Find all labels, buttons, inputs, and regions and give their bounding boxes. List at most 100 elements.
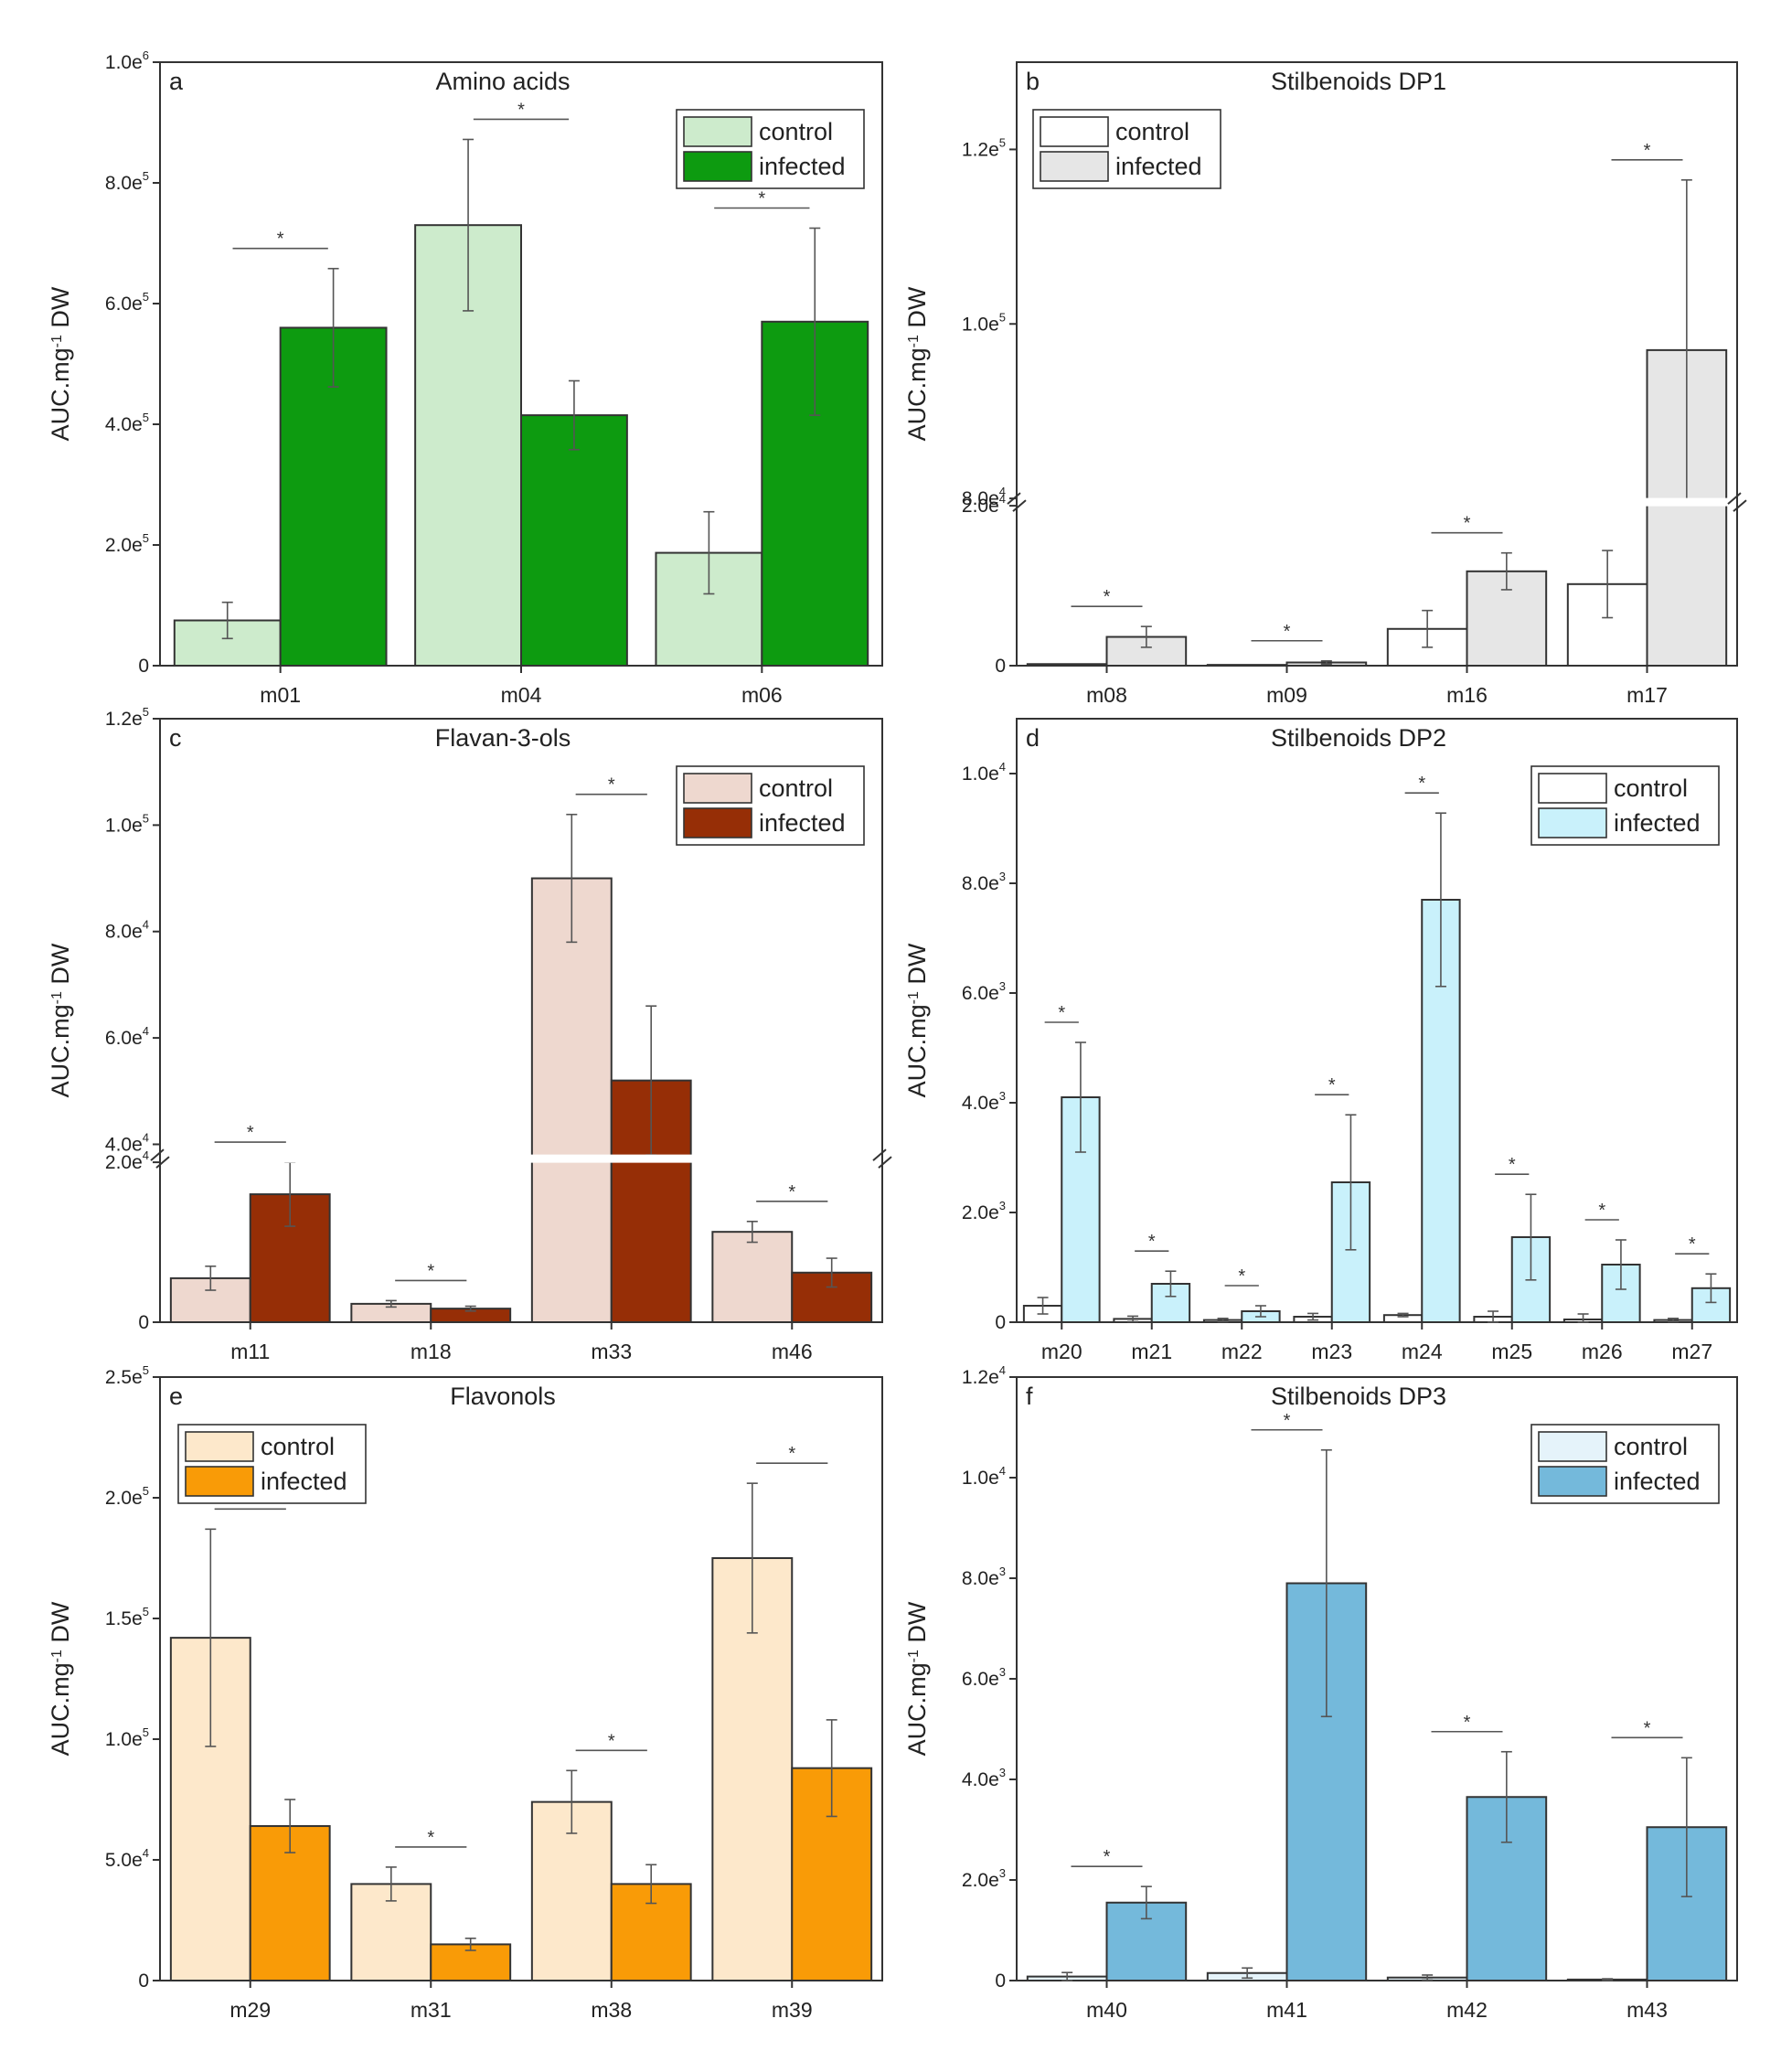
y-axis-label-sup: -1	[49, 1650, 65, 1662]
legend-swatch-control	[1538, 1431, 1607, 1462]
y-tick-label: 0	[138, 656, 149, 677]
category-label: m29	[229, 1998, 271, 2022]
legend-swatch-infected	[1538, 1466, 1607, 1497]
y-tick-mantissa: 2.0e	[105, 1488, 143, 1509]
y-tick-label: 6.0e4	[105, 1024, 149, 1049]
bar-control	[711, 1231, 794, 1324]
significance-star: *	[1284, 1411, 1291, 1431]
y-axis-label: AUC.mg-1 DW	[903, 286, 931, 441]
y-tick-label: 1.0e4	[962, 760, 1006, 785]
bar-control	[530, 877, 613, 1323]
significance-star: *	[1689, 1234, 1696, 1255]
significance-star: *	[1104, 1847, 1111, 1867]
y-axis-label-part: DW	[903, 943, 931, 991]
y-axis-label-part: DW	[47, 943, 74, 991]
y-tick-mantissa: 0	[995, 1312, 1006, 1333]
bar-control	[1026, 663, 1108, 667]
significance-star: *	[1328, 1075, 1336, 1095]
category-label: m41	[1266, 1998, 1307, 2022]
y-tick-mantissa: 8.0e	[105, 173, 143, 194]
y-tick-label: 8.0e4	[962, 485, 1006, 509]
y-tick-label: 0	[995, 656, 1006, 677]
y-tick-exponent: 4	[143, 918, 149, 932]
y-tick-exponent: 3	[999, 1866, 1006, 1880]
panel-letter: a	[169, 68, 184, 95]
y-tick-mantissa: 2.0e	[962, 1870, 999, 1891]
y-tick-label: 1.0e6	[105, 48, 149, 73]
category-label: m16	[1446, 683, 1488, 707]
y-tick-label: 8.0e5	[105, 169, 149, 194]
y-tick-label: 2.0e5	[105, 1484, 149, 1509]
bar-infected	[249, 1825, 331, 1982]
legend-swatch-infected	[683, 807, 752, 838]
legend-label: infected	[1115, 153, 1202, 180]
y-tick-label: 6.0e3	[962, 979, 1006, 1004]
legend: control infected	[1032, 109, 1221, 189]
y-tick-mantissa: 1.0e	[105, 52, 143, 73]
category-label: m04	[501, 683, 542, 707]
y-tick-mantissa: 4.0e	[962, 1769, 999, 1790]
y-tick-label: 8.0e3	[962, 870, 1006, 894]
y-tick-label: 1.0e5	[962, 310, 1006, 335]
panel-letter: b	[1026, 68, 1040, 95]
panel-title: Stilbenoids DP3	[1271, 1383, 1446, 1410]
category-label: m11	[230, 1340, 270, 1363]
legend-label: control	[261, 1433, 335, 1460]
panel-letter: c	[169, 724, 182, 752]
y-tick-label: 4.0e4	[105, 1130, 149, 1155]
y-tick-label: 2.0e3	[962, 1866, 1006, 1891]
y-tick-exponent: 3	[999, 1565, 1006, 1578]
y-tick-label: 0	[138, 1312, 149, 1333]
legend-label: control	[1115, 118, 1189, 145]
axis-break-mark	[1012, 499, 1027, 512]
y-tick-exponent: 5	[143, 1725, 149, 1739]
y-tick-mantissa: 5.0e	[105, 1850, 143, 1871]
category-label: m20	[1041, 1340, 1082, 1363]
category-label: m22	[1221, 1340, 1263, 1363]
y-tick-exponent: 4	[143, 1130, 149, 1144]
y-tick-mantissa: 8.0e	[962, 873, 999, 894]
y-tick-label: 1.0e4	[962, 1464, 1006, 1489]
significance-star: *	[247, 1123, 254, 1143]
panel-title: Amino acids	[435, 68, 570, 95]
y-tick-exponent: 5	[143, 531, 149, 545]
y-tick-label: 2.0e4	[105, 1148, 149, 1173]
y-axis-label-part: AUC.mg	[47, 1004, 74, 1097]
y-tick-label: 1.0e5	[105, 811, 149, 836]
panel-title: Flavonols	[450, 1383, 556, 1410]
category-label: m01	[260, 683, 301, 707]
y-tick-mantissa: 1.0e	[105, 1729, 143, 1750]
y-tick-mantissa: 8.0e	[962, 488, 999, 509]
y-tick-mantissa: 0	[995, 1971, 1006, 1992]
category-label: m40	[1086, 1998, 1127, 2022]
y-tick-exponent: 5	[143, 811, 149, 825]
category-label: m26	[1582, 1340, 1623, 1363]
y-tick-exponent: 3	[999, 1089, 1006, 1103]
significance-star: *	[1284, 622, 1291, 642]
y-tick-label: 6.0e5	[105, 290, 149, 315]
legend: control infected	[1530, 765, 1720, 846]
significance-star: *	[1104, 587, 1111, 607]
legend-label: infected	[759, 153, 846, 180]
legend-label: control	[759, 118, 833, 145]
y-axis-label: AUC.mg-1 DW	[47, 1601, 74, 1756]
category-label: m21	[1131, 1340, 1172, 1363]
y-tick-label: 0	[138, 1971, 149, 1992]
y-tick-label: 1.0e5	[105, 1725, 149, 1750]
y-tick-mantissa: 2.0e	[962, 1202, 999, 1223]
y-tick-mantissa: 6.0e	[962, 1669, 999, 1690]
y-tick-exponent: 5	[143, 290, 149, 304]
y-axis-label-part: DW	[903, 286, 931, 335]
y-tick-mantissa: 4.0e	[105, 414, 143, 435]
significance-star: *	[427, 1828, 434, 1848]
axis-break-mark	[155, 1156, 170, 1169]
y-tick-exponent: 4	[143, 1846, 149, 1860]
y-tick-mantissa: 4.0e	[105, 1134, 143, 1155]
y-tick-mantissa: 6.0e	[105, 294, 143, 315]
